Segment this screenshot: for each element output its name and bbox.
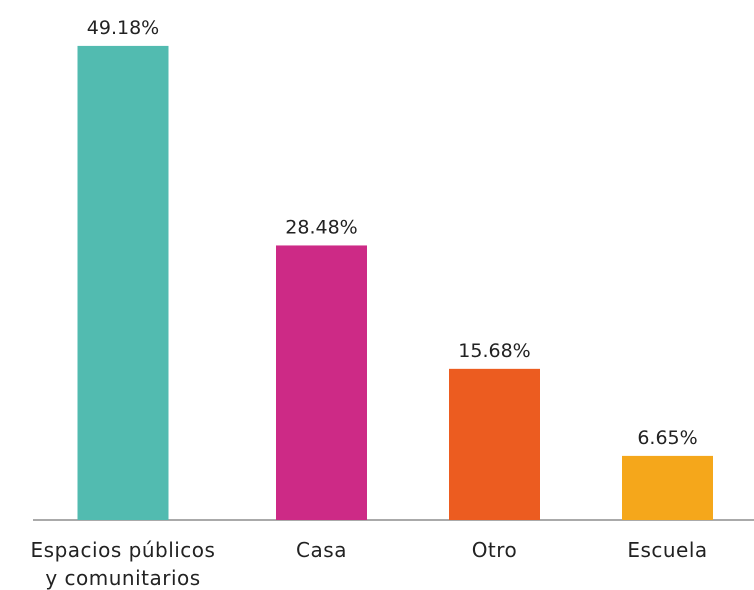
x-tick-label: Otro: [471, 538, 518, 562]
x-tick-label: Escuela: [627, 538, 708, 562]
bar: [77, 45, 169, 521]
value-label: 6.65%: [637, 427, 697, 449]
bar: [276, 245, 367, 520]
value-label: 28.48%: [285, 216, 357, 238]
bar: [449, 368, 540, 520]
x-tick-label: Casa: [296, 538, 347, 562]
value-label: 49.18%: [87, 17, 159, 39]
value-label: 15.68%: [458, 340, 530, 362]
bar: [622, 455, 713, 520]
x-tick-label: Espacios públicos y comunitarios: [30, 538, 216, 590]
